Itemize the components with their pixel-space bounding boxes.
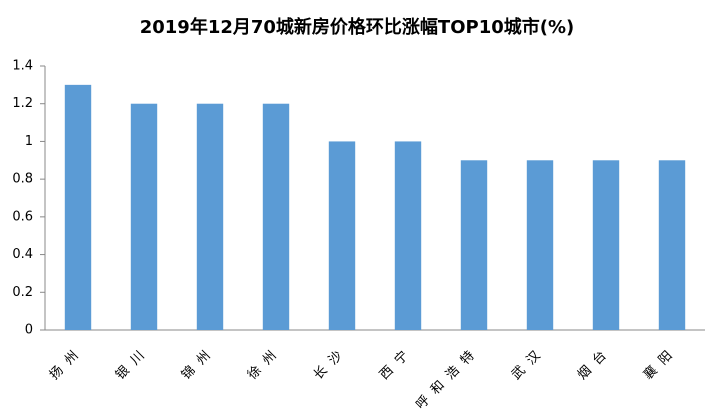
x-tick-label: 襄阳 (640, 342, 681, 383)
x-tick-label: 银川 (113, 343, 153, 383)
bar (658, 160, 686, 330)
bar (460, 160, 488, 330)
y-tick-label: 0.2 (12, 285, 33, 300)
x-tick-label: 西宁 (376, 342, 417, 383)
x-tick-label: 扬州 (47, 343, 87, 383)
x-tick-label: 锦州 (179, 343, 219, 383)
x-tick-label: 徐州 (245, 343, 285, 383)
bar (64, 84, 92, 330)
bar (196, 103, 224, 330)
y-tick-label: 0.6 (12, 209, 33, 224)
x-tick-label: 烟台 (575, 343, 615, 383)
x-tick-label: 呼和浩特 (413, 343, 483, 413)
y-tick-label: 0 (25, 323, 33, 338)
y-tick-label: 0.8 (12, 172, 33, 187)
bar (592, 160, 620, 330)
y-tick-label: 1.2 (12, 96, 33, 111)
x-tick-label: 长沙 (311, 343, 351, 383)
x-tick-label: 武汉 (509, 343, 549, 383)
bar (394, 141, 422, 330)
y-tick-label: 0.4 (12, 247, 33, 262)
bar (130, 103, 158, 330)
y-tick-label: 1.4 (12, 59, 33, 74)
bar (262, 103, 290, 330)
bar (526, 160, 554, 330)
y-tick-label: 1 (25, 134, 33, 149)
chart-title: 2019年12月70城新房价格环比涨幅TOP10城市(%) (140, 16, 575, 38)
bar (328, 141, 356, 330)
